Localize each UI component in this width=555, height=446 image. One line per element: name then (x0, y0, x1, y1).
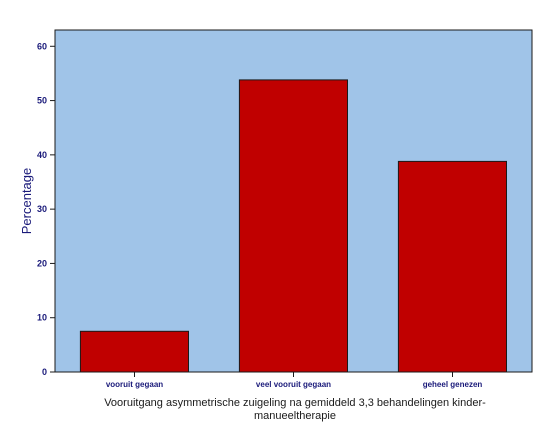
y-axis: 0 10 20 30 40 50 60 (37, 41, 55, 377)
bar (79, 330, 189, 373)
bar (238, 79, 348, 373)
y-tick-label: 40 (37, 150, 47, 160)
x-axis-label-line-1: Vooruitgang asymmetrische zuigeling na g… (104, 397, 486, 409)
bar (397, 160, 507, 373)
y-tick-label: 0 (42, 367, 47, 377)
x-category-label: veel vooruit gegaan (256, 380, 331, 389)
y-tick-label: 50 (37, 96, 47, 106)
x-axis-label-line-2: manueeltherapie (254, 410, 336, 422)
y-tick-label: 60 (37, 41, 47, 51)
x-category-label: vooruit gegaan (106, 380, 163, 389)
y-tick-label: 20 (37, 258, 47, 268)
bars (79, 79, 507, 373)
x-axis: vooruit gegaan veel vooruit gegaan geheel … (106, 372, 483, 389)
y-axis-label: Percentage (19, 168, 34, 235)
y-tick-label: 10 (37, 313, 47, 323)
x-category-label: geheel genezen (423, 380, 483, 389)
y-tick-label: 30 (37, 204, 47, 214)
